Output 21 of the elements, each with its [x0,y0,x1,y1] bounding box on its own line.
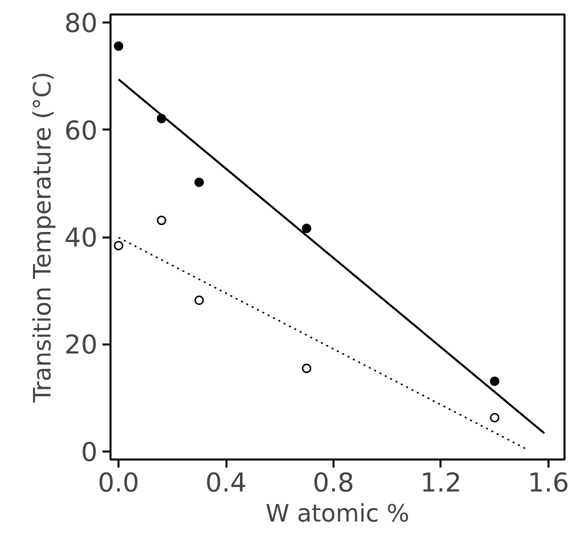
point [114,240,124,250]
x-tick-label: 1.2 [420,468,462,498]
y-tick-label: 60 [64,116,98,146]
point [302,364,312,374]
point [194,178,204,188]
x-axis-title: W atomic % [266,500,410,528]
point [194,296,204,306]
y-axis-title: Transition Temperature (°C) [28,72,56,404]
point [490,412,500,422]
point [302,224,312,234]
x-tick-label: 1.6 [528,468,570,498]
point [490,376,500,386]
y-tick-label: 40 [64,224,98,254]
point [114,41,124,51]
point [156,216,166,226]
y-tick-label: 20 [64,330,98,361]
x-tick-label: 0.8 [312,468,354,498]
x-tick-label: 0.4 [205,468,247,498]
x-tick-label: 0.0 [98,468,140,498]
y-tick-label: 0 [80,438,98,468]
y-tick-label: 80 [64,9,98,40]
